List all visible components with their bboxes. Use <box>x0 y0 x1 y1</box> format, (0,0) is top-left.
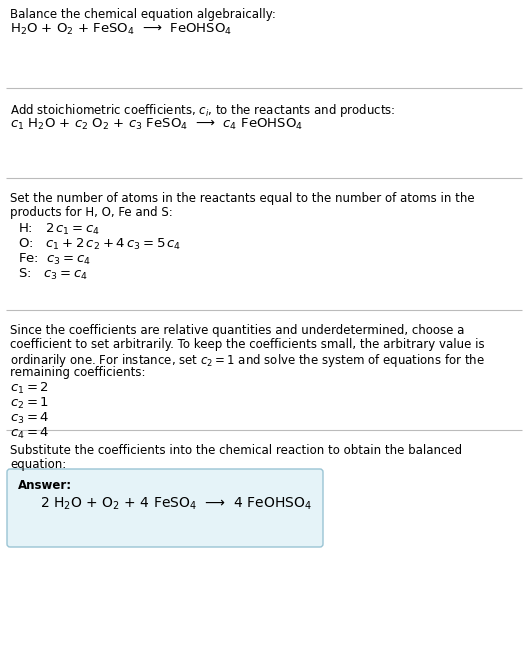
Text: Substitute the coefficients into the chemical reaction to obtain the balanced: Substitute the coefficients into the che… <box>10 444 462 457</box>
Text: $c_4 = 4$: $c_4 = 4$ <box>10 426 50 441</box>
FancyBboxPatch shape <box>7 469 323 547</box>
Text: Add stoichiometric coefficients, $c_i$, to the reactants and products:: Add stoichiometric coefficients, $c_i$, … <box>10 102 395 119</box>
Text: O:   $c_1 + 2\,c_2 + 4\,c_3 = 5\,c_4$: O: $c_1 + 2\,c_2 + 4\,c_3 = 5\,c_4$ <box>18 237 181 252</box>
Text: products for H, O, Fe and S:: products for H, O, Fe and S: <box>10 206 173 219</box>
Text: remaining coefficients:: remaining coefficients: <box>10 366 146 379</box>
Text: $c_2 = 1$: $c_2 = 1$ <box>10 396 49 411</box>
Text: coefficient to set arbitrarily. To keep the coefficients small, the arbitrary va: coefficient to set arbitrarily. To keep … <box>10 338 485 351</box>
Text: Fe:  $c_3 = c_4$: Fe: $c_3 = c_4$ <box>18 252 91 267</box>
Text: $c_1 = 2$: $c_1 = 2$ <box>10 381 49 396</box>
Text: S:   $c_3 = c_4$: S: $c_3 = c_4$ <box>18 267 88 282</box>
Text: $c_3 = 4$: $c_3 = 4$ <box>10 411 50 426</box>
Text: equation:: equation: <box>10 458 66 471</box>
Text: Answer:: Answer: <box>18 479 72 492</box>
Text: ordinarily one. For instance, set $c_2 = 1$ and solve the system of equations fo: ordinarily one. For instance, set $c_2 =… <box>10 352 485 369</box>
Text: $c_1$ H$_2$O + $c_2$ O$_2$ + $c_3$ FeSO$_4$  ⟶  $c_4$ FeOHSO$_4$: $c_1$ H$_2$O + $c_2$ O$_2$ + $c_3$ FeSO$… <box>10 117 303 132</box>
Text: Set the number of atoms in the reactants equal to the number of atoms in the: Set the number of atoms in the reactants… <box>10 192 475 205</box>
Text: 2 H$_2$O + O$_2$ + 4 FeSO$_4$  ⟶  4 FeOHSO$_4$: 2 H$_2$O + O$_2$ + 4 FeSO$_4$ ⟶ 4 FeOHSO… <box>40 496 312 512</box>
Text: H:   $2\,c_1 = c_4$: H: $2\,c_1 = c_4$ <box>18 222 100 237</box>
Text: Balance the chemical equation algebraically:: Balance the chemical equation algebraica… <box>10 8 276 21</box>
Text: Since the coefficients are relative quantities and underdetermined, choose a: Since the coefficients are relative quan… <box>10 324 464 337</box>
Text: H$_2$O + O$_2$ + FeSO$_4$  ⟶  FeOHSO$_4$: H$_2$O + O$_2$ + FeSO$_4$ ⟶ FeOHSO$_4$ <box>10 22 232 37</box>
